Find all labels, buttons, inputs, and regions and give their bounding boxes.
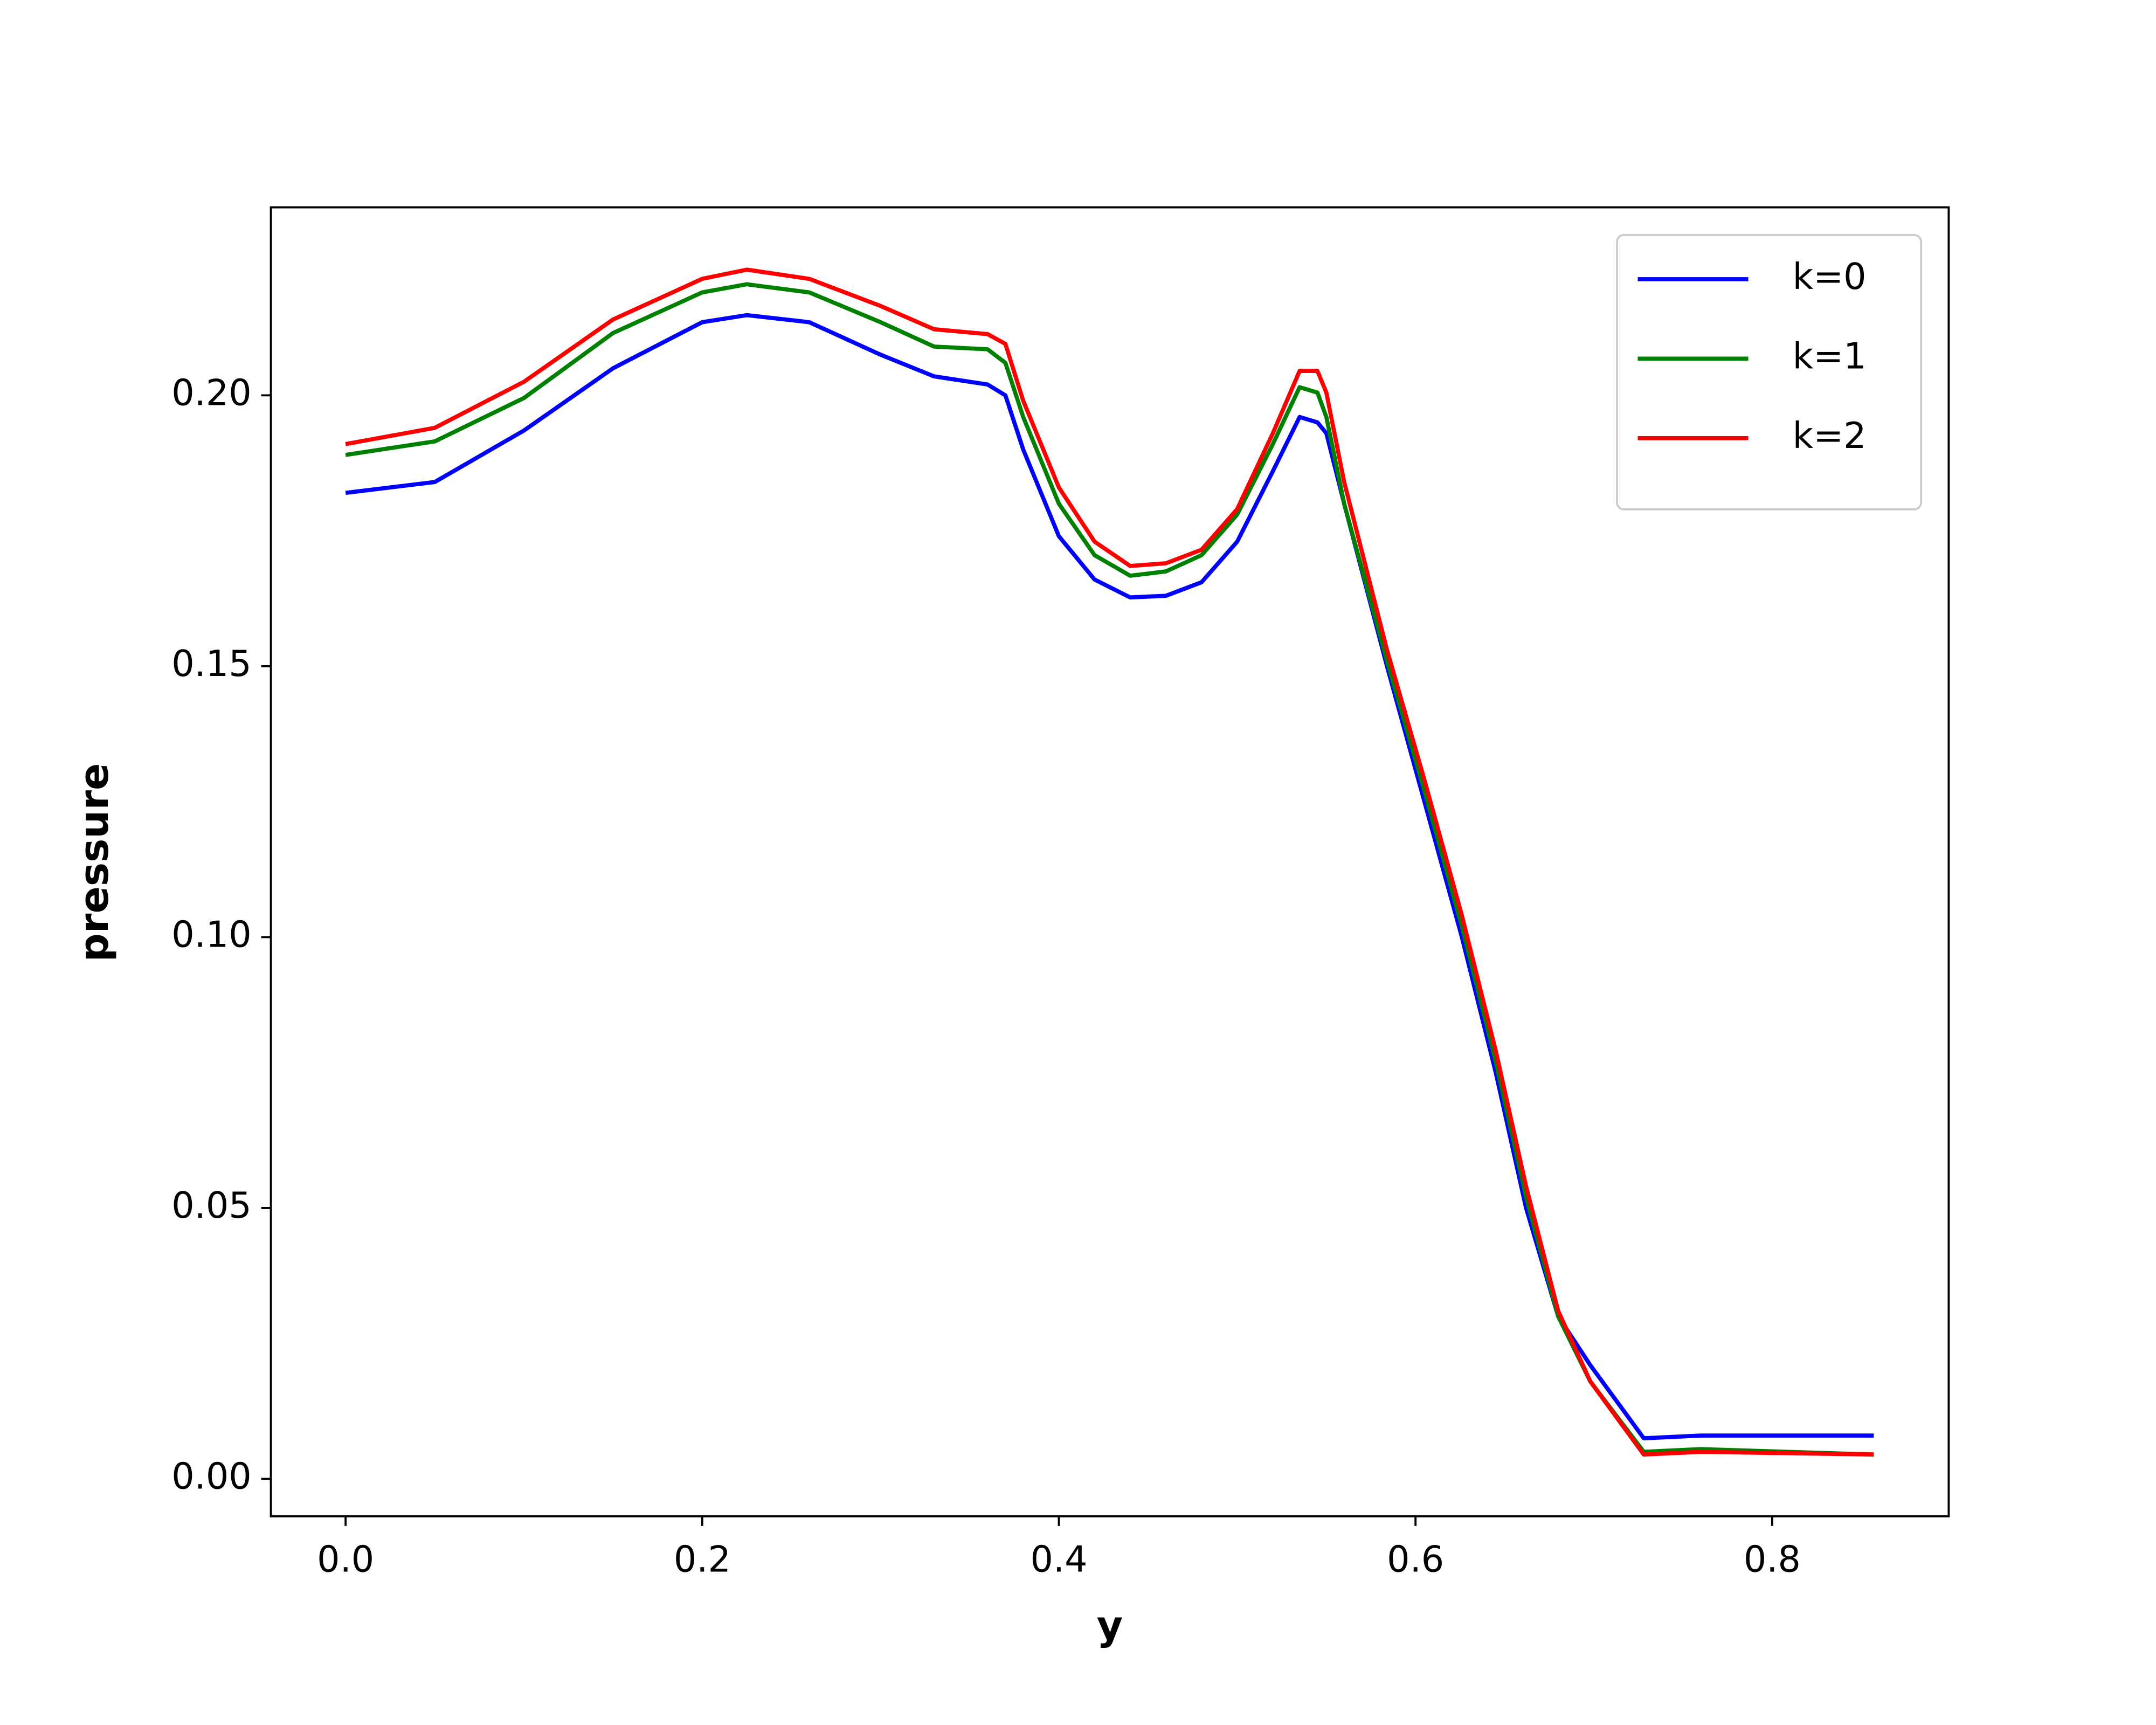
x-tick-label: 0.6 — [1387, 1538, 1444, 1580]
y-axis-label: pressure — [71, 763, 118, 962]
series-line — [345, 313, 1874, 1440]
y-tick-label: 0.00 — [171, 1455, 251, 1498]
legend-label: k=2 — [1793, 415, 1867, 457]
series-line — [345, 282, 1874, 1457]
y-tick-label: 0.05 — [171, 1184, 251, 1226]
y-tick-label: 0.15 — [171, 643, 251, 685]
x-axis-label: y — [1097, 1602, 1123, 1649]
legend-label: k=1 — [1793, 335, 1867, 377]
x-tick-label: 0.4 — [1031, 1538, 1088, 1580]
legend-label: k=0 — [1793, 256, 1867, 298]
y-tick-label: 0.20 — [171, 371, 251, 413]
y-tick-label: 0.10 — [171, 913, 251, 955]
series-line — [345, 267, 1874, 1457]
plot-frame — [270, 206, 1950, 1517]
legend-box — [1616, 233, 1923, 510]
x-tick-label: 0.0 — [317, 1538, 374, 1580]
x-tick-label: 0.2 — [674, 1538, 731, 1580]
x-tick-label: 0.8 — [1744, 1538, 1801, 1580]
